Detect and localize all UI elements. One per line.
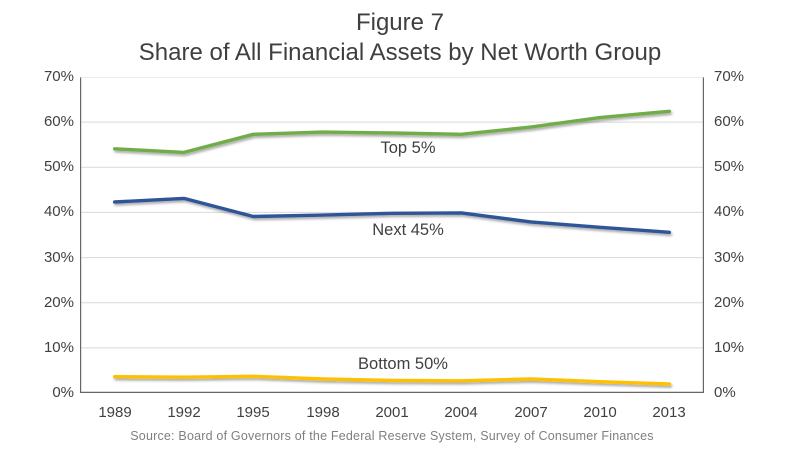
x-axis-label-2010: 2010: [583, 404, 617, 421]
y-axis-label-right-10: 10%: [714, 339, 745, 356]
y-axis-label-right-30: 30%: [714, 249, 745, 266]
series-label-next-45: Next 45%: [372, 221, 444, 239]
series-line-bottom-50-: [113, 374, 671, 386]
y-axis-label-left-70: 70%: [43, 68, 74, 85]
y-axis-label-left-60: 60%: [43, 113, 74, 130]
x-axis-label-1995: 1995: [236, 404, 270, 421]
source-attribution: Source: Board of Governors of the Federa…: [130, 429, 654, 443]
chart-title: Figure 7 Share of All Financial Assets b…: [0, 8, 800, 68]
y-axis-label-right-20: 20%: [714, 294, 745, 311]
series-line-top-5-: [113, 109, 671, 155]
y-axis-label-left-20: 20%: [43, 294, 74, 311]
y-axis-label-left-50: 50%: [43, 158, 74, 175]
y-axis-label-right-50: 50%: [714, 158, 745, 175]
y-axis-label-right-60: 60%: [714, 113, 745, 130]
chart-title-line2: Share of All Financial Assets by Net Wor…: [138, 39, 662, 66]
series-label-top-5: Top 5%: [380, 139, 436, 157]
x-axis-label-1992: 1992: [167, 404, 201, 421]
chart-title-line1: Figure 7: [355, 9, 445, 36]
x-axis-label-2001: 2001: [375, 404, 409, 421]
series-label-bottom-50: Bottom 50%: [358, 355, 448, 373]
x-axis-label-2004: 2004: [444, 404, 478, 421]
series-lines: [113, 109, 671, 386]
series-line-next-45-: [113, 196, 671, 235]
x-axis-label-2007: 2007: [514, 404, 548, 421]
x-axis-label-1989: 1989: [98, 404, 132, 421]
line-chart-plot-area: [80, 77, 704, 393]
y-axis-label-right-70: 70%: [714, 68, 745, 85]
y-axis-label-left-0: 0%: [52, 384, 74, 401]
x-axis-label-2013: 2013: [652, 404, 686, 421]
y-axis-label-left-40: 40%: [43, 203, 74, 220]
x-axis-label-1998: 1998: [306, 404, 340, 421]
y-axis-label-left-30: 30%: [43, 249, 74, 266]
y-axis-label-left-10: 10%: [43, 339, 74, 356]
y-axis-label-right-40: 40%: [714, 203, 745, 220]
y-axis-label-right-0: 0%: [714, 384, 736, 401]
gridlines: [80, 77, 704, 393]
